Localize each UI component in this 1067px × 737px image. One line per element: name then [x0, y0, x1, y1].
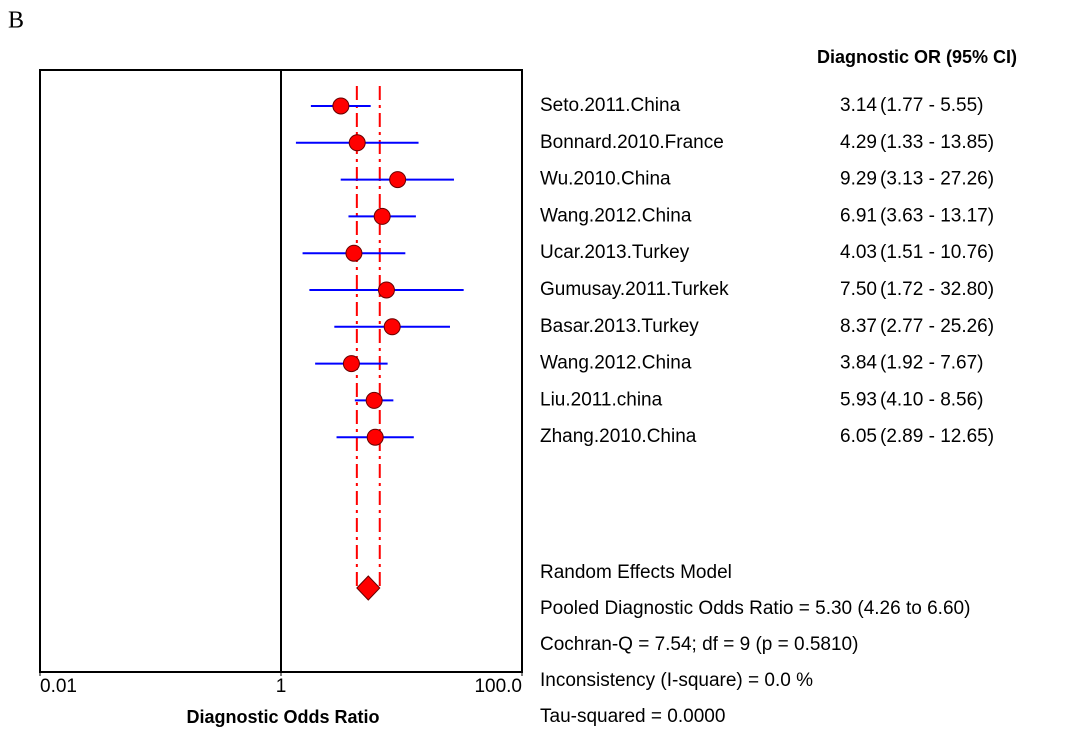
panel-label: B: [8, 8, 24, 34]
ci-label: (1.51 - 10.76): [880, 242, 994, 263]
or-label: 9.29: [840, 169, 877, 190]
x-tick-label: 100.0: [474, 676, 522, 697]
point-estimate: [348, 134, 366, 152]
point-estimate: [377, 281, 395, 299]
stat-line: Random Effects Model: [540, 562, 732, 583]
or-label: 7.50: [840, 279, 877, 300]
ci-label: (1.33 - 13.85): [880, 132, 994, 153]
or-label: 4.29: [840, 132, 877, 153]
ci-label: (4.10 - 8.56): [880, 389, 984, 410]
x-tick-label: 0.01: [40, 676, 77, 697]
or-label: 5.93: [840, 389, 877, 410]
ci-label: (2.89 - 12.65): [880, 426, 994, 447]
study-label: Zhang.2010.China: [540, 426, 697, 447]
point-estimate: [332, 97, 350, 115]
column-header: Diagnostic OR (95% CI): [817, 47, 1017, 67]
ci-label: (1.77 - 5.55): [880, 95, 984, 116]
study-label: Wang.2012.China: [540, 353, 692, 374]
stat-line: Tau-squared = 0.0000: [540, 706, 725, 727]
stat-line: Pooled Diagnostic Odds Ratio = 5.30 (4.2…: [540, 598, 970, 619]
study-label: Wu.2010.China: [540, 169, 671, 190]
or-label: 4.03: [840, 242, 877, 263]
point-estimate: [389, 171, 407, 189]
ci-label: (1.92 - 7.67): [880, 353, 984, 374]
study-label: Basar.2013.Turkey: [540, 316, 699, 337]
or-label: 3.84: [840, 353, 877, 374]
ci-label: (2.77 - 25.26): [880, 316, 994, 337]
study-label: Gumusay.2011.Turkek: [540, 279, 729, 300]
point-estimate: [383, 318, 401, 336]
point-estimate: [373, 207, 391, 225]
stat-line: Cochran-Q = 7.54; df = 9 (p = 0.5810): [540, 634, 858, 655]
study-label: Ucar.2013.Turkey: [540, 242, 690, 263]
or-label: 3.14: [840, 95, 877, 116]
point-estimate: [365, 391, 383, 409]
ci-label: (3.63 - 13.17): [880, 205, 994, 226]
study-label: Wang.2012.China: [540, 205, 692, 226]
ci-label: (3.13 - 27.26): [880, 169, 994, 190]
study-label: Liu.2011.china: [540, 389, 663, 410]
or-label: 6.05: [840, 426, 877, 447]
x-tick-label: 1: [276, 676, 287, 697]
stat-line: Inconsistency (I-square) = 0.0 %: [540, 670, 813, 691]
or-label: 8.37: [840, 316, 877, 337]
study-label: Seto.2011.China: [540, 95, 681, 116]
study-label: Bonnard.2010.France: [540, 132, 724, 153]
pooled-diamond: [356, 575, 381, 601]
or-label: 6.91: [840, 205, 877, 226]
x-axis-label: Diagnostic Odds Ratio: [186, 707, 379, 727]
point-estimate: [345, 244, 363, 262]
point-estimate: [366, 428, 384, 446]
point-estimate: [342, 355, 360, 373]
ci-label: (1.72 - 32.80): [880, 279, 994, 300]
